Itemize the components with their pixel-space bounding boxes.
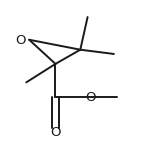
Text: O: O bbox=[15, 34, 25, 47]
Text: O: O bbox=[85, 91, 95, 104]
Text: O: O bbox=[50, 126, 61, 139]
